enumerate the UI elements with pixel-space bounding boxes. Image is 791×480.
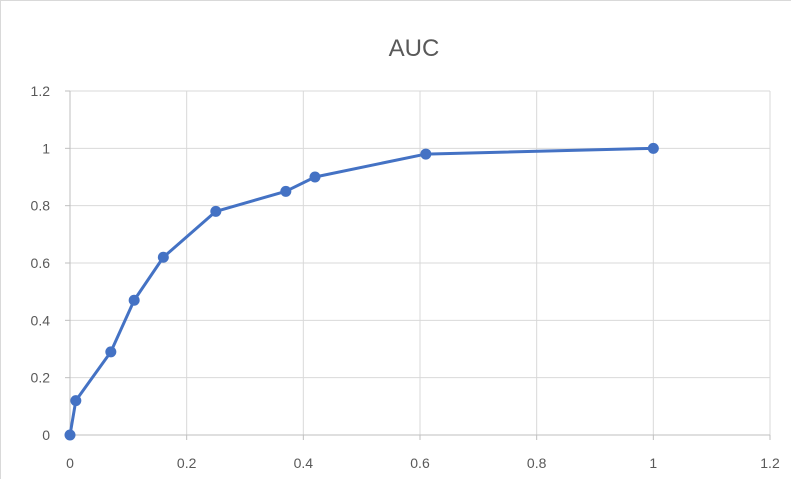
- x-tick-label: 0: [66, 455, 74, 471]
- y-tick-label: 0.8: [31, 198, 51, 214]
- data-point: [420, 148, 432, 160]
- y-tick-label: 1.2: [31, 83, 51, 99]
- x-tick-label: 0.4: [294, 455, 314, 471]
- data-point: [70, 395, 82, 407]
- x-tick-label: 0.6: [410, 455, 430, 471]
- data-point: [128, 294, 140, 306]
- chart-title: AUC: [389, 35, 440, 62]
- y-tick-label: 0.4: [31, 312, 51, 328]
- data-point: [210, 205, 222, 217]
- data-point: [280, 185, 292, 197]
- data-point: [309, 171, 321, 183]
- axes: 0 0.2 0.4 0.6 0.8 1 1.2 0 0.2 0.4 0.6 0.8 1 1.2: [31, 83, 780, 471]
- data-point: [157, 251, 169, 263]
- x-tick-label: 0.8: [527, 455, 547, 471]
- x-tick-label: 1: [649, 455, 657, 471]
- y-tick-label: 0.2: [31, 370, 51, 386]
- y-tick-label: 0.6: [31, 255, 51, 271]
- data-point: [647, 142, 659, 154]
- series-line: [68, 146, 655, 437]
- y-tick-label: 0: [42, 427, 50, 443]
- series-layer: [64, 142, 659, 441]
- data-point: [105, 346, 117, 358]
- x-tick-label: 0.2: [177, 455, 197, 471]
- x-tick-label: 1.2: [760, 455, 780, 471]
- data-point: [64, 429, 76, 441]
- y-tick-label: 1: [42, 140, 50, 156]
- gridlines: [70, 90, 771, 435]
